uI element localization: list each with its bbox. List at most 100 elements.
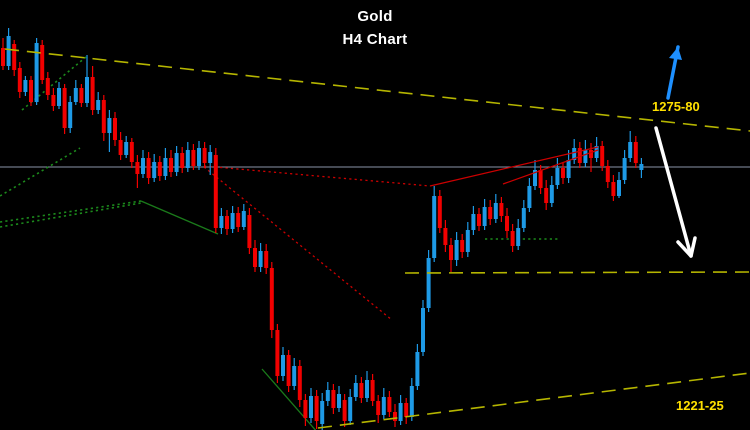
bull-candle xyxy=(409,378,414,421)
bull-candle xyxy=(628,131,633,162)
bull-candle xyxy=(622,150,627,184)
bear-candle xyxy=(247,208,252,254)
bear-candle xyxy=(437,190,442,233)
bear-candle xyxy=(157,156,162,181)
pennant-lower-dotted-line xyxy=(0,202,142,228)
bear-candle xyxy=(236,207,241,232)
bull-candle xyxy=(34,38,39,105)
breakdown-trendline-b-line xyxy=(261,368,317,430)
bear-candle xyxy=(331,384,336,414)
breakdown-trendline-a-line xyxy=(140,200,219,235)
bull-candle xyxy=(337,386,341,412)
bear-candle xyxy=(40,40,45,84)
bull-candle xyxy=(454,232,459,266)
bear-candle xyxy=(376,395,381,423)
bear-candle xyxy=(169,150,173,177)
bear-candle xyxy=(505,208,509,238)
bear-candle xyxy=(488,200,493,225)
bear-candle xyxy=(1,38,5,70)
bear-candle xyxy=(633,136,638,168)
bear-candle xyxy=(79,84,84,107)
bear-candle xyxy=(370,374,375,406)
bull-candle xyxy=(583,140,588,167)
bull-candle xyxy=(527,178,532,212)
bear-candle xyxy=(561,162,565,184)
bear-candle xyxy=(600,141,605,171)
bear-candle xyxy=(118,132,123,160)
bear-candle xyxy=(538,165,543,194)
bear-candle xyxy=(213,148,218,233)
bear-candle xyxy=(129,138,134,168)
bear-candle xyxy=(393,404,397,427)
bull-candle xyxy=(594,137,599,162)
bull-candle xyxy=(185,142,190,172)
bull-candle xyxy=(348,389,353,425)
bear-candle xyxy=(135,155,140,188)
bull-candle xyxy=(141,150,145,178)
bear-candle xyxy=(443,220,448,252)
bull-candle xyxy=(398,395,403,425)
bear-candle xyxy=(264,244,269,274)
bear-candle xyxy=(101,95,106,141)
bear-candle xyxy=(477,208,481,231)
bear-candle xyxy=(577,142,582,168)
bear-candle xyxy=(605,160,610,188)
bear-candle xyxy=(51,88,56,111)
bull-candle xyxy=(163,148,168,180)
bull-candle xyxy=(365,371,369,402)
mid-support-dashed-line xyxy=(404,271,750,274)
pennant-upper-dotted-line xyxy=(0,200,142,223)
bear-candle xyxy=(303,394,308,426)
bearish-rejection-arrow xyxy=(654,126,697,258)
bull-candle xyxy=(426,250,431,312)
bear-candle xyxy=(611,175,616,201)
bull-candle xyxy=(566,150,571,183)
bear-candle xyxy=(225,210,229,235)
bull-candle xyxy=(68,96,73,133)
bull-candle xyxy=(281,347,285,381)
bull-candle xyxy=(353,375,358,401)
bear-candle xyxy=(202,142,207,168)
bull-candle xyxy=(421,300,425,356)
bull-candle xyxy=(325,382,330,406)
bull-candle xyxy=(85,55,89,107)
bear-candle xyxy=(146,152,151,184)
bear-candle xyxy=(499,197,504,222)
candlestick-series xyxy=(1,28,644,430)
bear-candle xyxy=(359,377,364,403)
bear-candle xyxy=(404,398,409,424)
bull-candle xyxy=(241,204,246,230)
bull-candle xyxy=(174,146,179,176)
bear-candle xyxy=(589,143,593,172)
bear-candle xyxy=(286,350,291,392)
bear-candle xyxy=(62,84,67,134)
bull-candle xyxy=(292,358,297,390)
bull-candle xyxy=(521,200,526,232)
bear-candle xyxy=(269,262,274,338)
bull-candle xyxy=(208,145,213,175)
bear-candle xyxy=(510,224,515,252)
bull-candle xyxy=(309,388,313,423)
bear-candle xyxy=(12,40,17,76)
bull-candle xyxy=(572,139,577,164)
bull-candle xyxy=(96,92,101,114)
bull-candle xyxy=(258,243,263,272)
bull-candle xyxy=(197,141,201,170)
bear-candle xyxy=(275,324,280,383)
bull-candle xyxy=(533,160,537,190)
lower-channel-support-dashed-line xyxy=(317,372,750,429)
bear-candle xyxy=(29,76,33,106)
bull-candle xyxy=(555,158,560,189)
bear-candle xyxy=(314,390,319,429)
bull-candle xyxy=(381,388,386,419)
bull-candle xyxy=(73,80,78,105)
bull-candle xyxy=(493,194,498,223)
bull-candle xyxy=(320,393,325,430)
bull-candle xyxy=(415,344,420,390)
bull-candle xyxy=(57,82,61,109)
bear-candle xyxy=(17,62,22,98)
bull-candle xyxy=(124,136,129,158)
